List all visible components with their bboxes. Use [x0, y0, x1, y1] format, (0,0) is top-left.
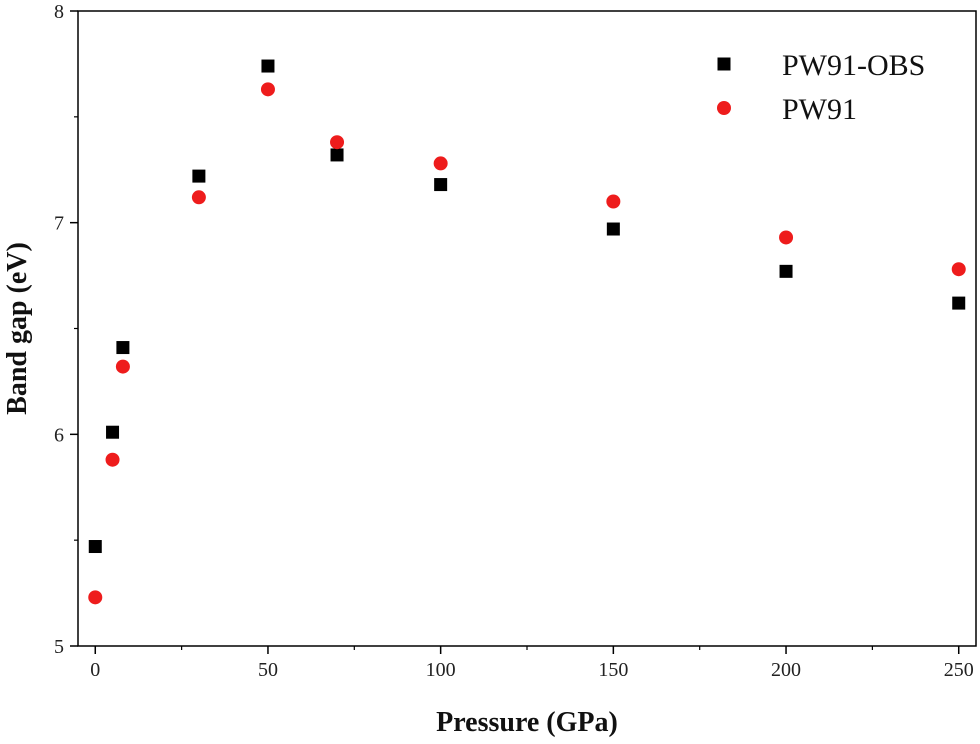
data-point-square [606, 222, 620, 236]
y-tick-label: 6 [54, 424, 64, 446]
data-point-square [106, 425, 120, 439]
legend-marker-circle [717, 101, 731, 115]
data-point-square [116, 341, 130, 355]
y-tick-label: 7 [54, 213, 64, 235]
data-point-circle [330, 135, 345, 150]
x-tick-label: 200 [771, 659, 801, 681]
x-tick-label: 0 [90, 659, 100, 681]
x-tick-label: 50 [258, 659, 278, 681]
legend-label: PW91-OBS [782, 49, 925, 82]
x-tick-label: 100 [426, 659, 456, 681]
series-0-points [88, 59, 966, 554]
series-1-points [88, 82, 966, 605]
data-point-square [952, 296, 966, 310]
legend: PW91-OBS PW91 [717, 49, 925, 126]
data-point-circle [433, 156, 448, 171]
data-point-circle [115, 359, 130, 374]
axis-ticks [70, 10, 960, 654]
data-point-circle [606, 194, 621, 209]
data-point-square [88, 540, 102, 554]
y-tick-label: 5 [54, 636, 64, 658]
y-axis-title: Band gap (eV) [2, 242, 33, 415]
data-point-circle [105, 452, 120, 467]
data-point-circle [191, 190, 206, 205]
data-point-square [330, 148, 344, 162]
data-point-circle [951, 262, 966, 277]
data-point-circle [260, 82, 275, 97]
y-tick-label: 8 [54, 1, 64, 23]
data-point-square [261, 59, 275, 73]
data-point-square [779, 264, 793, 278]
x-tick-label: 250 [944, 659, 974, 681]
data-points [88, 59, 966, 605]
data-point-circle [779, 230, 794, 245]
data-point-circle [88, 590, 103, 605]
legend-marker-square [717, 57, 731, 71]
data-point-square [434, 178, 448, 192]
x-tick-label: 150 [598, 659, 628, 681]
data-point-square [192, 169, 206, 183]
x-axis-title: Pressure (GPa) [436, 707, 618, 738]
axis-tick-labels: 0 50 100 150 200 250 5 6 7 8 [54, 1, 974, 681]
legend-label: PW91 [782, 93, 857, 126]
